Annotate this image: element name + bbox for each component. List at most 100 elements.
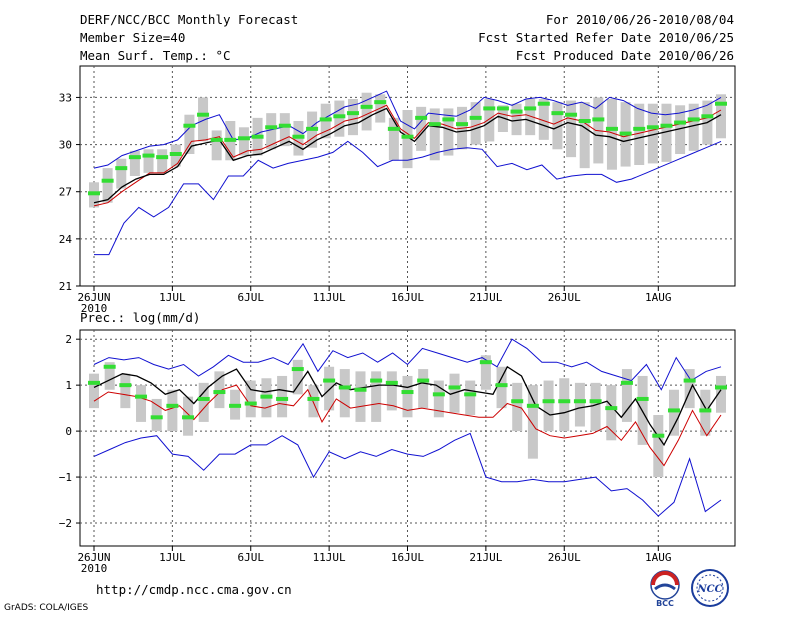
median-marker [251, 134, 264, 139]
median-marker [244, 401, 257, 406]
max-series-line [93, 338, 722, 391]
spread-box [525, 99, 536, 136]
median-marker [537, 101, 550, 106]
spread-box [361, 92, 372, 131]
x-tick-label: 6JUL [238, 551, 265, 564]
median-marker [415, 115, 428, 120]
median-marker [660, 123, 673, 128]
median-marker [417, 378, 430, 383]
median-marker [385, 380, 398, 385]
x-tick-label: 11JUL [313, 551, 346, 564]
spread-box [497, 105, 508, 132]
variable-label: Mean Surf. Temp.: °C [80, 48, 231, 63]
spread-box [527, 385, 538, 459]
spread-box [334, 100, 345, 137]
median-marker [667, 408, 680, 413]
spread-box [89, 373, 99, 409]
spread-box [266, 113, 277, 150]
x-tick-label: 1JUL [159, 551, 186, 564]
median-marker [115, 166, 128, 171]
ncc-logo: NCC [688, 568, 732, 612]
y-tick-label: 27 [59, 186, 72, 199]
median-marker [701, 114, 714, 119]
median-marker [565, 112, 578, 117]
grads-credit: GrADS: COLA/IGES [4, 603, 89, 613]
median-marker [432, 392, 445, 397]
median-marker [306, 126, 319, 131]
x-tick-label: 6JUL [238, 291, 265, 304]
median-marker [401, 390, 414, 395]
spread-box [480, 355, 491, 390]
median-marker [558, 399, 571, 404]
spread-box [621, 369, 632, 422]
spread-box [634, 103, 645, 165]
median-marker [88, 191, 100, 196]
spread-box [484, 99, 495, 142]
median-marker [156, 155, 169, 160]
median-marker [346, 111, 359, 116]
spread-box [429, 108, 440, 161]
spread-box [371, 371, 382, 422]
median-marker [479, 360, 492, 365]
median-marker [101, 178, 114, 183]
median-marker [229, 403, 242, 408]
median-marker [354, 387, 367, 392]
median-marker [605, 406, 618, 411]
median-marker [338, 385, 351, 390]
spread-box [433, 380, 444, 418]
spread-box [184, 114, 195, 154]
median-marker [292, 134, 305, 139]
spread-box [214, 371, 225, 409]
spread-box [688, 103, 699, 151]
median-marker [524, 106, 537, 111]
spread-box [388, 117, 399, 161]
median-marker [442, 117, 455, 122]
spread-box [579, 102, 590, 169]
median-marker [715, 101, 727, 106]
spread-box [167, 389, 178, 432]
spread-box [120, 373, 131, 409]
spread-box [716, 375, 726, 413]
median-marker [589, 399, 602, 404]
spread-box [700, 389, 711, 436]
spread-box [211, 130, 222, 161]
median-marker [307, 396, 320, 401]
x-tick-label: 21JUL [469, 291, 502, 304]
y-tick-label: 30 [59, 139, 72, 152]
max-series-line [93, 90, 722, 169]
spread-box [716, 94, 726, 139]
x-tick-label: 16JUL [391, 551, 424, 564]
median-marker [456, 122, 469, 127]
median-marker [213, 390, 226, 395]
median-marker [633, 126, 646, 131]
median-marker [636, 396, 649, 401]
median-marker [169, 152, 182, 156]
median-marker [464, 392, 477, 397]
median-marker [319, 117, 332, 122]
median-marker [715, 385, 727, 390]
spread-box [668, 389, 679, 436]
x-tick-label: 1AUG [645, 551, 672, 564]
median-marker [260, 394, 273, 399]
median-marker [88, 380, 100, 385]
spread-box [308, 385, 319, 418]
median-marker [276, 396, 289, 401]
median-marker [150, 415, 163, 420]
median-marker [103, 364, 116, 369]
median-marker [646, 125, 659, 130]
median-marker [683, 378, 696, 383]
median-marker [224, 137, 237, 142]
spread-box [102, 168, 113, 203]
source-url[interactable]: http://cmdp.ncc.cma.gov.cn [96, 582, 292, 597]
spread-box [151, 398, 162, 432]
median-marker [428, 122, 441, 127]
spread-box [292, 359, 303, 395]
median-marker [511, 399, 524, 404]
median-marker [592, 117, 605, 122]
y-tick-label: 21 [59, 280, 72, 293]
x-tick-label: 21JUL [469, 551, 502, 564]
spread-box [198, 97, 209, 142]
median-marker [197, 396, 210, 401]
spread-box [574, 382, 585, 427]
spread-box [684, 369, 695, 409]
